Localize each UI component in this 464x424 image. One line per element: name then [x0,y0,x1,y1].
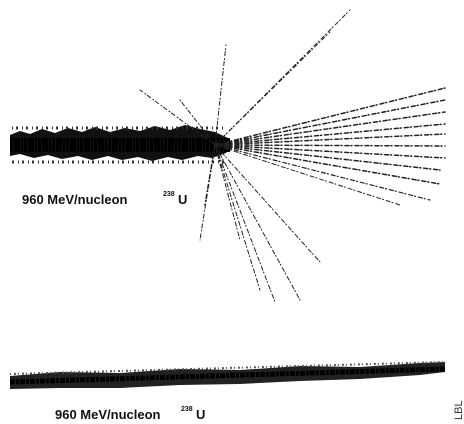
energy-label: 960 MeV/nucleon [22,192,128,207]
energy-label: 960 MeV/nucleon [55,407,161,422]
fragment-rays [139,9,446,303]
mass-number: 238 [163,191,175,198]
secondary-track [9,361,446,389]
primary-track [10,125,232,164]
element-symbol: U [178,192,187,207]
mass-number: 238 [181,406,193,413]
element-symbol: U [196,407,205,422]
side-credit: LBL [453,400,464,420]
